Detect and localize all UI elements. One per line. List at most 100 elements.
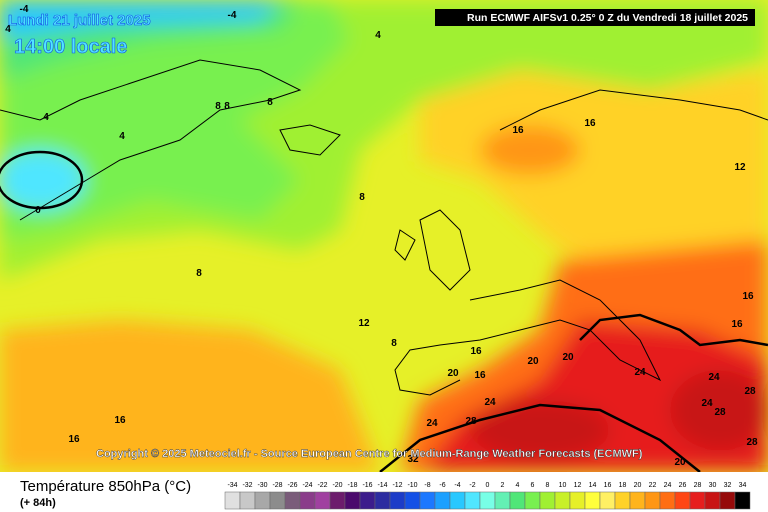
scale-swatch xyxy=(704,491,721,510)
scale-swatch xyxy=(584,491,601,510)
scale-label: -22 xyxy=(317,482,327,489)
forecast-time: 14:00 locale xyxy=(14,36,127,58)
scale-swatch xyxy=(659,491,676,510)
scale-label: 18 xyxy=(619,482,627,489)
contour-label: 20 xyxy=(447,368,459,379)
scale-label: -14 xyxy=(377,482,387,489)
scale-label: 2 xyxy=(501,482,505,489)
scale-label: -10 xyxy=(407,482,417,489)
scale-label: 30 xyxy=(709,482,717,489)
scale-label: 26 xyxy=(679,482,687,489)
contour-label: 8 xyxy=(267,97,273,108)
scale-label: -26 xyxy=(287,482,297,489)
scale-label: -34 xyxy=(227,482,237,489)
scale-label: -2 xyxy=(469,482,475,489)
contour-label: 24 xyxy=(701,398,713,409)
contour-label: 28 xyxy=(744,386,756,397)
contour-label: 28 xyxy=(746,437,758,448)
scale-label: 6 xyxy=(531,482,535,489)
scale-swatch xyxy=(404,491,421,510)
contour-label: 16 xyxy=(470,346,482,357)
scale-label: 10 xyxy=(559,482,567,489)
contour-label: 20 xyxy=(674,457,686,468)
color-scale: -34 -32 -30 -28 -26 -24 -22 -20 -18 -16 -14 -12 -10-… xyxy=(224,482,751,510)
scale-label: -6 xyxy=(439,482,445,489)
scale-label: -32 xyxy=(242,482,252,489)
scale-swatch xyxy=(509,491,526,510)
scale-swatch xyxy=(689,491,706,510)
scale-label: -20 xyxy=(332,482,342,489)
scale-swatch xyxy=(539,491,556,510)
scale-label: 14 xyxy=(589,482,597,489)
contour-label: 16 xyxy=(512,125,524,136)
contour-label: 12 xyxy=(358,318,370,329)
scale-swatch xyxy=(284,491,301,510)
scale-label: 22 xyxy=(649,482,657,489)
scale-label: -28 xyxy=(272,482,282,489)
scale-label: 32 xyxy=(724,482,732,489)
contour-label: 16 xyxy=(68,434,80,445)
scale-swatch xyxy=(449,491,466,510)
contour-label: 20 xyxy=(527,356,539,367)
scale-label: -12 xyxy=(392,482,402,489)
contour-label: 16 xyxy=(474,370,486,381)
scale-label: 24 xyxy=(664,482,672,489)
scale-label: -18 xyxy=(347,482,357,489)
contour-label: 8 xyxy=(224,101,230,112)
scale-swatch xyxy=(299,491,316,510)
scale-swatch xyxy=(254,491,271,510)
copyright: Copyright © 2025 Meteociel.fr - Source E… xyxy=(96,448,643,460)
contour-label: 24 xyxy=(484,397,496,408)
scale-label: 0 xyxy=(486,482,490,489)
contour-label: 8 xyxy=(196,268,202,279)
contour-label: -4 xyxy=(228,10,237,21)
scale-swatch xyxy=(614,491,631,510)
contour-label: 12 xyxy=(734,162,746,173)
scale-swatch xyxy=(599,491,616,510)
scale-swatch xyxy=(674,491,691,510)
scale-swatch xyxy=(359,491,376,510)
scale-label: 16 xyxy=(604,482,612,489)
scale-swatch xyxy=(224,491,241,510)
contour-label: 4 xyxy=(5,24,11,35)
scale-swatch xyxy=(239,491,256,510)
footer-lead: (+ 84h) xyxy=(20,497,56,509)
contour-label: 16 xyxy=(731,319,743,330)
scale-label: 12 xyxy=(574,482,582,489)
contour-label: 28 xyxy=(465,416,477,427)
scale-swatch xyxy=(419,491,436,510)
scale-swatch xyxy=(479,491,496,510)
scale-label: 28 xyxy=(694,482,702,489)
run-info: Run ECMWF AIFSv1 0.25° 0 Z du Vendredi 1… xyxy=(467,12,748,24)
scale-label: 4 xyxy=(516,482,520,489)
contour-label: 4 xyxy=(119,131,125,142)
scale-swatch xyxy=(434,491,451,510)
scale-label: -8 xyxy=(424,482,430,489)
contour-label: 32 xyxy=(407,454,419,465)
contour-label: 24 xyxy=(708,372,720,383)
scale-swatch xyxy=(389,491,406,510)
scale-swatch xyxy=(644,491,661,510)
forecast-date: Lundi 21 juillet 2025 xyxy=(8,12,151,29)
scale-swatch xyxy=(734,491,751,510)
footer-title: Température 850hPa (°C) xyxy=(20,478,191,495)
scale-swatch xyxy=(329,491,346,510)
contour-label: 16 xyxy=(114,415,126,426)
scale-swatch xyxy=(629,491,646,510)
scale-swatch xyxy=(554,491,571,510)
scale-swatch xyxy=(524,491,541,510)
scale-swatch xyxy=(269,491,286,510)
scale-label: 34 xyxy=(739,482,747,489)
scale-swatch xyxy=(374,491,391,510)
scale-swatch xyxy=(719,491,736,510)
contour-label: 24 xyxy=(426,418,438,429)
scale-swatch xyxy=(569,491,586,510)
scale-swatch xyxy=(314,491,331,510)
contour-label: 0 xyxy=(35,205,41,216)
contour-label: 8 xyxy=(359,192,365,203)
thick-isotherms xyxy=(0,150,768,473)
contour-label: 28 xyxy=(714,407,726,418)
run-box xyxy=(435,9,755,26)
